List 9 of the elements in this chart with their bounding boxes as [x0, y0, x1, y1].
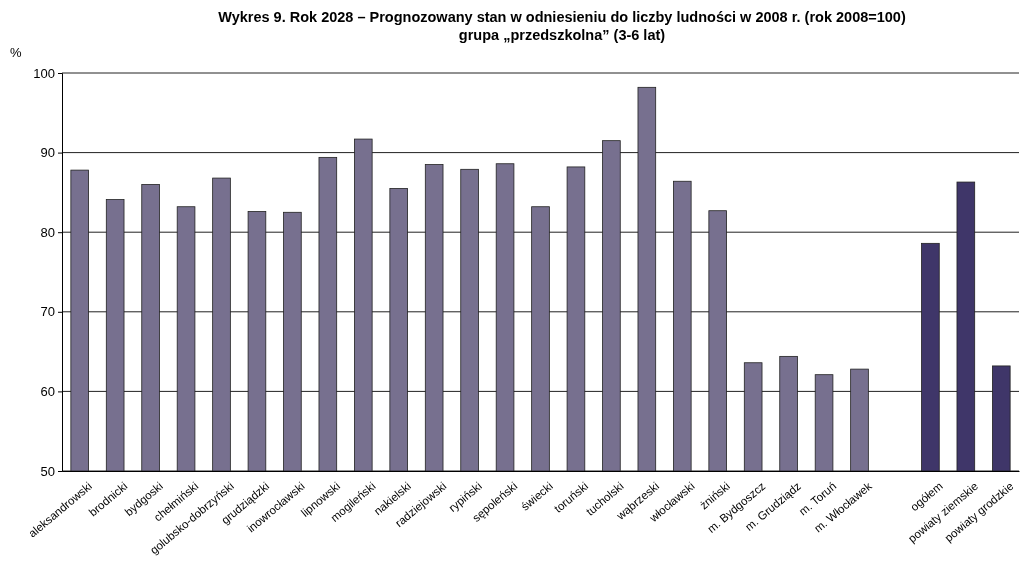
chart-title: Wykres 9. Rok 2028 – Prognozowany stan w odniesieniu do liczby ludności w 2008 r. (rok 2008=100) [218, 9, 906, 25]
y-tick-label: 50 [40, 463, 55, 479]
y-tick-label: 70 [40, 304, 55, 320]
y-tick-label: 60 [40, 384, 55, 400]
y-tick-label: 80 [40, 224, 55, 240]
y-tick-label: 90 [40, 145, 55, 161]
y-axis-title: % [10, 45, 22, 60]
y-tick-label: 100 [33, 65, 55, 81]
chart-subtitle: grupa „przedszkolna” (3-6 lat) [458, 27, 666, 43]
